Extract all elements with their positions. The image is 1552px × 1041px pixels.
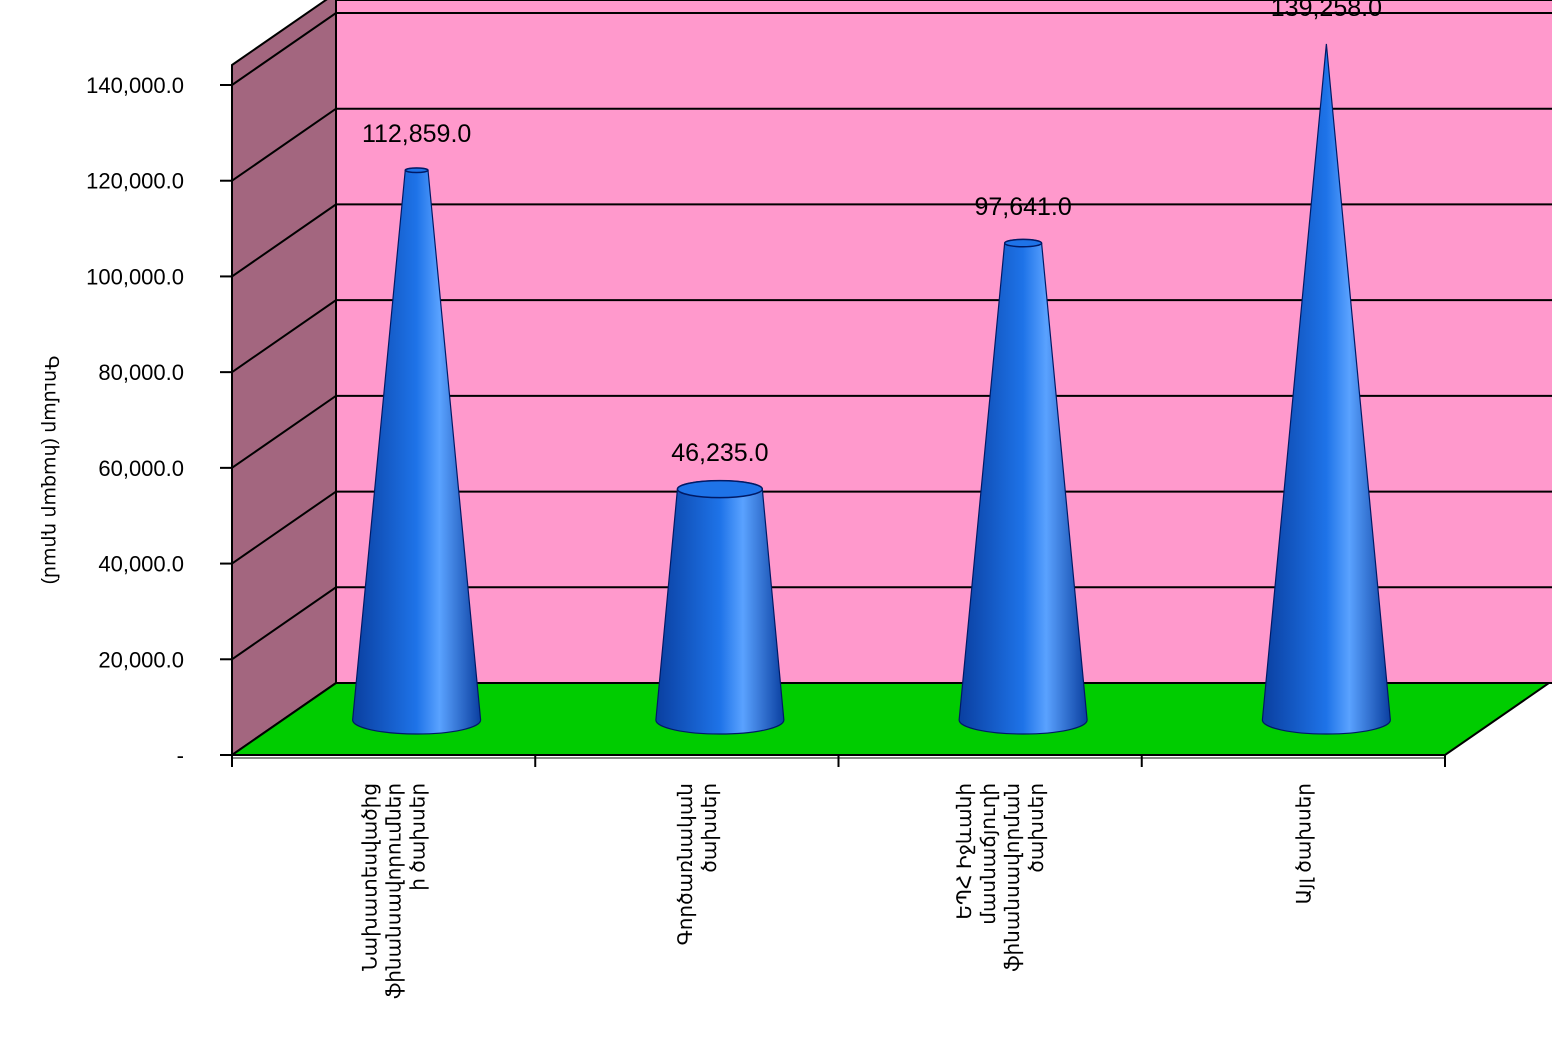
data-label: 139,258.0 (1271, 0, 1382, 22)
x-tick-label-text: ԵՊՀ Իջևանի մասնաճյուղի ֆինանսավորման ծախսեր (954, 783, 1048, 972)
gridline (231, 107, 1552, 182)
y-axis-label: Գումար (հազար դրամ) (40, 356, 61, 585)
y-tick-label: 140,000.0 (86, 73, 184, 98)
cone-bar (655, 479, 785, 735)
x-tick-label-text: Նախատեսվածից ֆինանսավորումներ ի ծախսեր (360, 783, 430, 999)
gridline (231, 394, 1552, 469)
cone-body (1261, 43, 1391, 735)
cone-bar (1261, 43, 1391, 735)
y-tick-label: 120,000.0 (86, 169, 184, 194)
x-tick-label: Գործառնական ծախսեր (675, 783, 721, 945)
gridline (231, 203, 1552, 278)
cone-bar (352, 167, 482, 735)
y-tick-label: 20,000.0 (98, 647, 184, 672)
x-tick-label-text: Գործառնական ծախսեր (675, 783, 721, 945)
cone-series (352, 43, 1391, 735)
y-tick-label: 80,000.0 (98, 360, 184, 385)
cone-bar (958, 238, 1088, 735)
y-tick-label: - (177, 743, 184, 768)
x-tick-label: ԵՊՀ Իջևանի մասնաճյուղի ֆինանսավորման ծախսեր (954, 783, 1048, 972)
x-tick-label: Նախատեսվածից ֆինանսավորումներ ի ծախսեր (360, 783, 430, 999)
data-label: 46,235.0 (671, 439, 768, 467)
gridline (231, 490, 1552, 565)
gridline (231, 586, 1552, 661)
axes: - 20,000.0 40,000.0 60,000.0 80,000.0 100,000… (86, 73, 1446, 999)
gridlines (231, 12, 1552, 661)
data-label: 112,859.0 (362, 120, 471, 148)
y-tick-label: 60,000.0 (98, 456, 184, 481)
y-tick-label: 100,000.0 (86, 264, 184, 289)
x-tick-label-text: Այլ ծախսեր (1293, 783, 1315, 904)
y-tick-label: 40,000.0 (98, 552, 184, 577)
side-wall (231, 0, 337, 757)
cone-top (1003, 238, 1043, 248)
gridline (231, 299, 1552, 373)
data-labels: 112,859.0 46,235.0 97,641.0 139,258.0 (362, 0, 1382, 467)
floor (228, 682, 1552, 756)
cone-top (676, 479, 764, 499)
cone-body (655, 480, 785, 735)
data-label: 97,641.0 (974, 193, 1071, 221)
x-tick-label: Այլ ծախսեր (1293, 783, 1315, 904)
gridline (231, 12, 1552, 86)
cone-top (404, 167, 429, 174)
